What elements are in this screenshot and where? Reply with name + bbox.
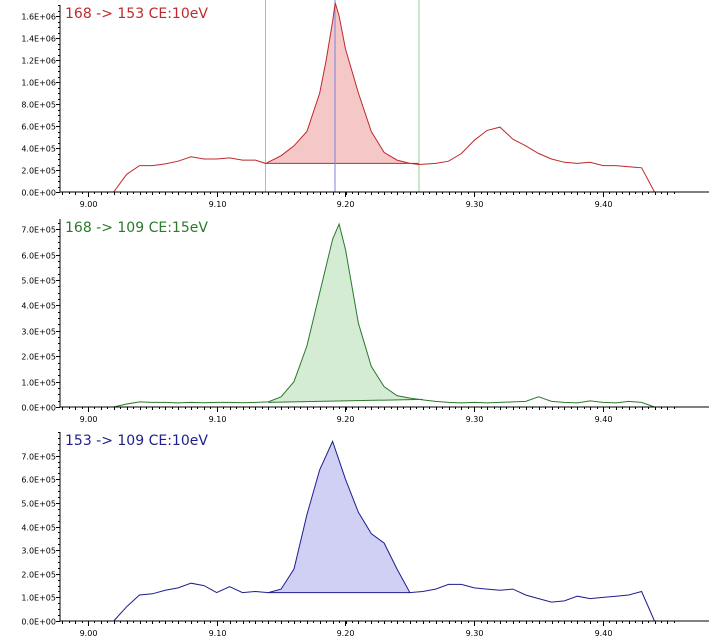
- y-tick-label: 8.0E+05: [21, 101, 56, 110]
- y-tick-label: 5.0E+05: [21, 277, 56, 286]
- x-tick-label: 9.40: [595, 415, 613, 424]
- y-tick-label: 3.0E+05: [21, 547, 56, 556]
- chromatogram-trace: [113, 2, 655, 193]
- y-tick-label: 0.0E+00: [21, 618, 56, 627]
- y-tick-label: 4.0E+05: [21, 524, 56, 533]
- y-tick-label: 1.2E+06: [21, 57, 56, 66]
- x-tick-label: 9.10: [209, 200, 227, 209]
- chart-title: 168 -> 153 CE:10eV: [65, 6, 208, 22]
- chart-title: 168 -> 109 CE:15eV: [65, 220, 208, 236]
- y-tick-label: 6.0E+05: [21, 123, 56, 132]
- y-tick-label: 2.0E+05: [21, 353, 56, 362]
- y-tick-label: 7.0E+05: [21, 226, 56, 235]
- x-tick-label: 9.40: [595, 629, 613, 638]
- x-tick-label: 9.30: [466, 200, 484, 209]
- y-tick-label: 5.0E+05: [21, 500, 56, 509]
- x-tick-label: 9.00: [80, 200, 98, 209]
- chart-panel-2: 0.0E+00 1.0E+05 2.0E+05 3.0E+05 4.0E+05 5.0E+…: [21, 219, 709, 424]
- y-tick-label: 3.0E+05: [21, 328, 56, 337]
- peak-area-fill: [268, 441, 410, 593]
- peak-area-fill: [268, 224, 423, 403]
- y-tick-label: 1.4E+06: [21, 35, 56, 44]
- y-tick-label: 4.0E+05: [21, 145, 56, 154]
- chromatogram-trace: [113, 222, 655, 408]
- y-tick-label: 1.0E+05: [21, 379, 56, 388]
- x-tick-label: 9.40: [595, 200, 613, 209]
- y-tick-label: 4.0E+05: [21, 302, 56, 311]
- y-tick-label: 0.0E+00: [21, 189, 56, 198]
- x-tick-label: 9.10: [209, 629, 227, 638]
- peak-area-fill: [265, 2, 419, 165]
- x-tick-label: 9.20: [337, 415, 355, 424]
- x-tick-label: 9.20: [337, 629, 355, 638]
- chart-title: 153 -> 109 CE:10eV: [65, 433, 208, 449]
- y-tick-label: 1.0E+05: [21, 594, 56, 603]
- x-tick-label: 9.30: [466, 629, 484, 638]
- y-tick-label: 2.0E+05: [21, 571, 56, 580]
- y-tick-label: 1.6E+06: [21, 13, 56, 22]
- x-tick-label: 9.20: [337, 200, 355, 209]
- chart-panel-3: 0.0E+00 1.0E+05 2.0E+05 3.0E+05 4.0E+05 5.0E+…: [21, 432, 709, 638]
- integration-baseline: [268, 398, 423, 403]
- y-tick-label: 2.0E+05: [21, 167, 56, 176]
- y-tick-label: 7.0E+05: [21, 453, 56, 462]
- y-tick-label: 1.0E+06: [21, 79, 56, 88]
- x-tick-label: 9.30: [466, 415, 484, 424]
- y-tick-label: 6.0E+05: [21, 252, 56, 261]
- x-tick-label: 9.10: [209, 415, 227, 424]
- y-tick-label: 0.0E+00: [21, 404, 56, 413]
- x-tick-label: 9.00: [80, 629, 98, 638]
- x-tick-label: 9.00: [80, 415, 98, 424]
- y-tick-label: 6.0E+05: [21, 476, 56, 485]
- chart-panel-1: 0.0E+00 2.0E+05 4.0E+05 6.0E+05 8.0E+05 1.0E+…: [21, 0, 709, 209]
- chromatogram-trace: [113, 440, 655, 622]
